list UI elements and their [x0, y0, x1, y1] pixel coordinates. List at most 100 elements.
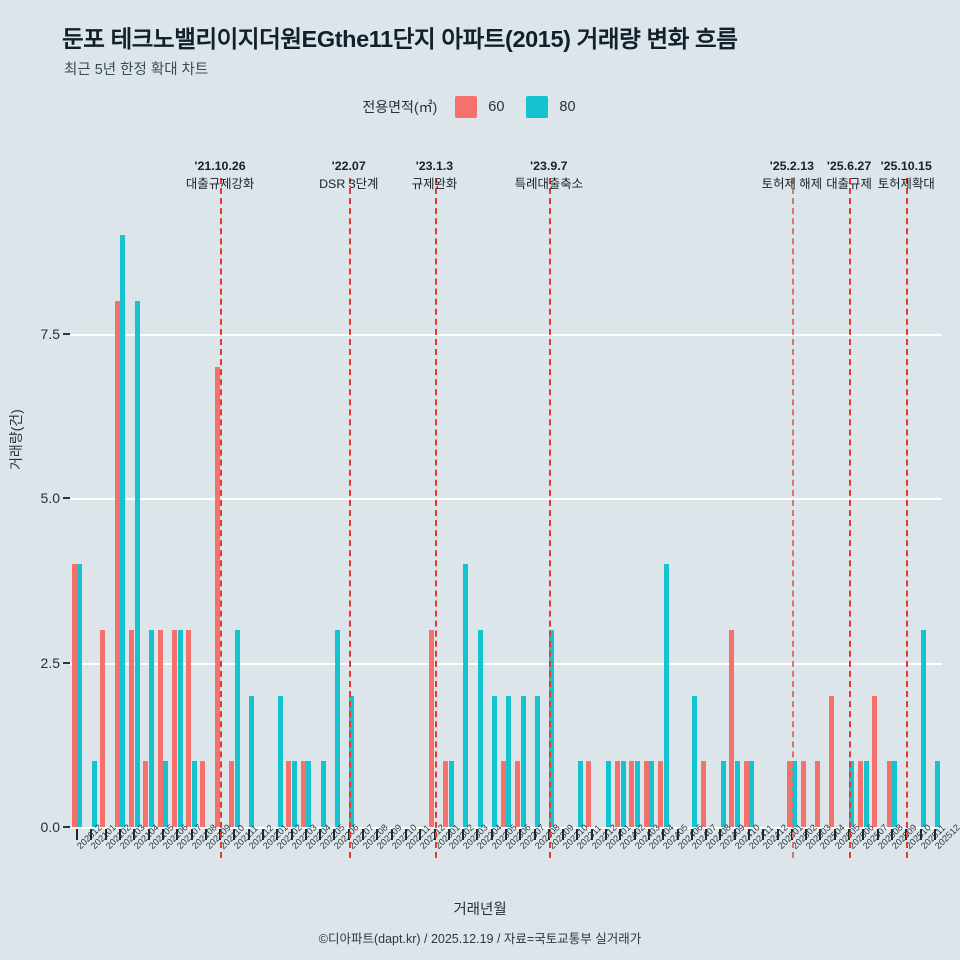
event-annotation-202301: '23.1.3 규제완화: [412, 158, 458, 193]
bar-202112-80: [249, 695, 255, 827]
bar-202104-80: [134, 301, 140, 827]
event-text: 대출규제: [826, 177, 872, 191]
event-date: '23.9.7: [530, 159, 568, 173]
bar-202203-60: [286, 761, 292, 827]
page-title: 둔포 테크노밸리이지더원EGthe11단지 아파트(2015) 거래량 변화 흐…: [62, 26, 738, 52]
bar-202203-80: [291, 761, 297, 827]
page-subtitle: 최근 5년 한정 확대 차트: [64, 62, 209, 78]
x-tick-mark: [104, 829, 107, 840]
x-tick-mark: [90, 829, 93, 840]
event-line-202301: [434, 178, 437, 858]
legend-title: 전용면적(㎡): [362, 99, 438, 115]
y-tick-mark: [63, 826, 70, 828]
bar-202306-60: [500, 761, 506, 827]
bar-202306-80: [506, 695, 512, 827]
gridline: [70, 498, 942, 501]
x-tick-mark: [605, 829, 608, 840]
bar-202108-80: [191, 761, 197, 827]
x-tick-mark: [676, 829, 679, 840]
bar-202103-60: [114, 301, 120, 827]
x-tick-mark: [776, 829, 779, 840]
x-tick-mark: [919, 829, 922, 840]
x-tick-mark: [690, 829, 693, 840]
bar-202411-60: [743, 761, 749, 827]
x-tick-mark: [462, 829, 465, 840]
bar-202308-80: [534, 695, 540, 827]
bar-202103-80: [120, 235, 126, 827]
x-tick-mark: [404, 829, 407, 840]
bar-202101-80: [91, 761, 97, 827]
event-date: '25.2.13: [769, 159, 815, 173]
event-line-202510: [906, 178, 909, 858]
event-annotation-202510: '25.10.15 토허제확대: [878, 158, 935, 193]
bar-202202-80: [277, 695, 283, 827]
bar-202102-60: [100, 629, 106, 827]
x-tick-mark: [447, 829, 450, 840]
x-tick-mark: [819, 829, 822, 840]
bar-202108-60: [186, 629, 192, 827]
bar-202410-80: [735, 761, 741, 827]
bar-202404-60: [643, 761, 649, 827]
bar-202403-80: [635, 761, 640, 827]
gridline: [70, 334, 942, 337]
bar-202111-80: [234, 629, 240, 827]
x-tick-mark: [333, 829, 336, 840]
x-tick-mark: [233, 829, 236, 840]
bar-202405-80: [663, 564, 669, 827]
x-tick-mark: [390, 829, 393, 840]
y-tick-mark: [63, 661, 70, 664]
y-tick-mark: [63, 333, 70, 336]
x-tick-mark: [519, 829, 522, 840]
event-text: 규제완화: [411, 177, 458, 191]
x-axis-title: 거래년월: [453, 902, 507, 918]
bar-202107-80: [177, 629, 183, 827]
x-tick-mark: [862, 829, 865, 840]
bar-202502-60: [786, 761, 792, 827]
bar-202111-60: [229, 761, 235, 827]
bar-202507-80: [863, 761, 869, 827]
x-tick-mark: [76, 829, 79, 840]
bar-202302-60: [443, 761, 449, 827]
x-tick-mark: [247, 829, 250, 840]
bar-202104-60: [128, 629, 134, 827]
x-tick-mark: [261, 829, 264, 840]
event-text: 특례대출축소: [514, 177, 584, 191]
event-annotation-202502: '25.2.13 토허제 해제: [762, 158, 822, 193]
x-tick-mark: [562, 829, 565, 840]
bar-202110-60: [214, 366, 220, 827]
x-axis-line: [70, 827, 944, 829]
x-tick-mark: [762, 829, 765, 840]
bar-202402-80: [620, 761, 626, 827]
bar-202504-60: [815, 761, 821, 827]
y-tick-label: 7.5: [40, 326, 60, 343]
bar-202511-80: [920, 629, 926, 827]
x-tick-mark: [376, 829, 379, 840]
x-tick-mark: [419, 829, 422, 840]
x-tick-mark: [890, 829, 893, 840]
event-line-202506: [849, 178, 852, 858]
event-text: DSR 3단계: [319, 177, 379, 191]
event-date: '23.1.3: [415, 159, 454, 173]
event-date: '21.10.26: [194, 159, 246, 173]
plot-area: [70, 196, 942, 827]
bar-202205-80: [320, 761, 326, 827]
x-tick-mark: [490, 829, 493, 840]
legend: 전용면적(㎡) 60 80: [0, 96, 960, 118]
event-line-202110: [220, 178, 223, 858]
bar-202204-60: [300, 761, 306, 827]
bar-202407-80: [692, 695, 698, 827]
bar-202410-60: [729, 629, 735, 827]
y-axis-title: 거래량(건): [8, 409, 24, 470]
bar-202207-80: [349, 695, 355, 827]
bar-202508-60: [872, 695, 878, 827]
bar-202509-80: [892, 761, 898, 827]
y-tick-label: 2.5: [40, 654, 60, 671]
bar-202503-60: [800, 761, 806, 827]
legend-label-60: 60: [488, 99, 505, 115]
event-annotation-202506: '25.6.27 대출규제: [826, 158, 872, 193]
bar-202311-80: [577, 761, 583, 827]
x-tick-mark: [933, 829, 936, 840]
bar-202506-80: [849, 761, 855, 827]
bar-202109-60: [200, 761, 206, 827]
